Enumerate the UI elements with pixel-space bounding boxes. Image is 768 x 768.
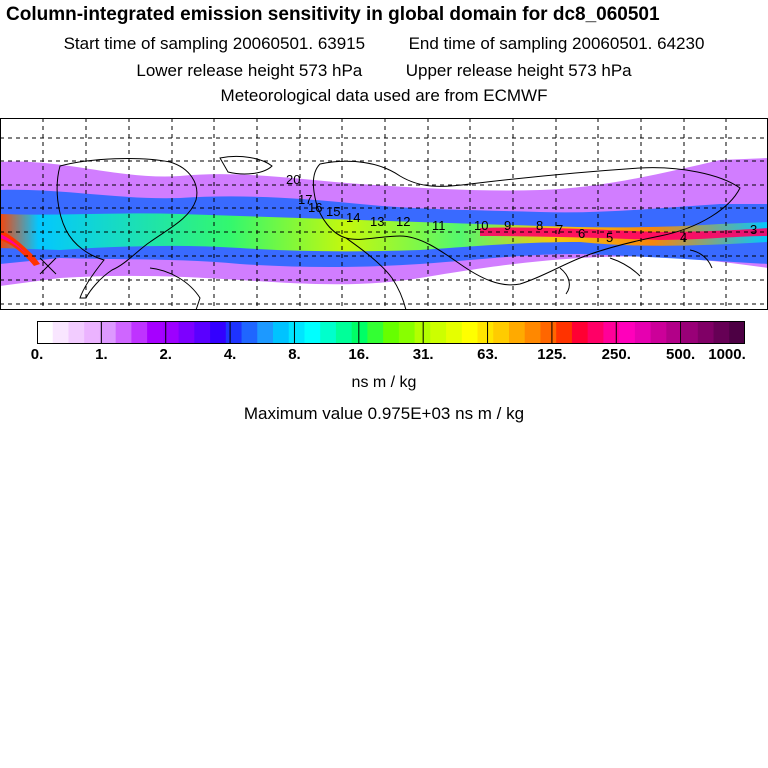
map-label: 9 [504,218,511,233]
maximum-label: Maximum value [243,404,363,423]
lat-lon-grid [0,118,768,310]
colorbar-swatch [540,321,557,344]
end-label: End time of sampling [408,34,568,53]
colorbar-tick-label: 31. [412,346,434,363]
colorbar-swatch [84,321,101,344]
trajectory-labels: 20 17 16 15 14 13 12 11 10 9 8 7 6 5 4 3 [286,172,757,245]
colorbar-swatch [52,321,70,344]
colorbar-swatch [509,321,526,344]
end-value: 20060501. 64230 [572,34,705,53]
colorbar-swatch [147,321,164,344]
colorbar-swatch [383,321,400,344]
map-label: 20 [286,172,300,187]
release-site-marker [39,257,57,275]
colorbar-swatch [697,321,715,344]
colorbar-swatch [493,321,510,344]
map-label: 6 [578,226,585,241]
colorbar-tick-label: 2. [159,346,172,363]
map-label: 13 [370,214,384,229]
colorbar-swatch [398,321,416,344]
colorbar-swatch [634,321,652,344]
colorbar-swatch [68,321,85,344]
colorbar-swatch [178,321,195,344]
release-heights: Lower release height 573 hPa Upper relea… [0,61,768,81]
map-label: 3 [750,222,757,237]
sampling-times: Start time of sampling 20060501. 63915 E… [0,34,768,54]
colorbar-swatch [351,321,368,344]
colorbar-swatch [477,321,494,344]
lower-label: Lower release height [136,61,295,80]
colorbar-tick-label: 1000. [708,346,746,363]
colorbar-swatch [729,321,745,344]
colorbar-swatch [288,321,306,344]
start-value: 20060501. 63915 [232,34,366,53]
colorbar-swatch [131,321,148,344]
maximum-value: Maximum value 0.975E+03 ns m / kg [0,404,768,424]
map-label: 12 [396,214,410,229]
colorbar-swatch [210,321,227,344]
map-label: 10 [474,218,488,233]
colorbar-swatch [682,321,699,344]
colorbar-swatch [603,321,620,344]
emission-sensitivity-map: 20 17 16 15 14 13 12 11 10 9 8 7 6 5 4 3 [0,118,768,310]
colorbar-tick-label: 250. [601,346,631,363]
colorbar-swatch [430,321,447,344]
map-label: 16 [308,200,322,215]
colorbar-swatch [273,321,290,344]
colorbar-tick-label: 1. [95,346,108,363]
colorbar-tick-label: 500. [666,346,696,363]
map-label: 4 [680,230,687,245]
plot-title: Column-integrated emission sensitivity i… [6,4,660,25]
colorbar-swatch [194,321,211,344]
colorbar-frame [37,321,745,344]
colorbar-swatch [666,321,683,344]
colorbar-swatch [461,321,479,344]
colorbar-swatch [713,321,730,344]
colorbar-tick-label: 8. [288,346,301,363]
colorbar-swatch [650,321,667,344]
colorbar-tick-label: 16. [348,346,370,363]
colorbar-swatch [320,321,337,344]
colorbar-swatch [115,321,132,344]
release-plume-core [0,234,34,262]
colorbar-swatch [556,321,573,344]
colorbar-units: ns m / kg [351,374,417,391]
maximum-number: 0.975E+03 [367,404,451,423]
maximum-units: ns m / kg [455,404,525,423]
colorbar-tick-label: 4. [223,346,237,363]
colorbar-tick-label: 125. [537,346,567,363]
map-label: 14 [346,210,360,225]
colorbar-tick-label: 63. [477,346,498,363]
upper-label: Upper release height [405,61,564,80]
colorbar-swatch [367,321,384,344]
colorbar-swatch [571,321,589,344]
met-data-note: Meteorological data used are from ECMWF [220,86,548,105]
colorbar-swatch [241,321,258,344]
colorbar-swatch [524,321,542,344]
colorbar-swatch [619,321,636,344]
map-label: 17 [298,192,312,207]
colorbar-swatch [257,321,274,344]
map-label: 7 [556,222,563,237]
colorbar-swatch [225,321,243,344]
colorbar-swatch [37,321,54,344]
map-label: 5 [606,230,613,245]
colorbar-swatch [587,321,604,344]
colorbar-swatch [99,321,117,344]
sensitivity-core [480,227,768,240]
colorbar-swatch [304,321,321,344]
map-label: 15 [326,204,340,219]
lower-value: 573 hPa [298,61,363,80]
map-label: 11 [432,218,446,233]
colorbar-tick-label: 0. [30,346,44,363]
map-label: 8 [536,218,543,233]
upper-value: 573 hPa [568,61,632,80]
colorbar [37,321,745,344]
colorbar-swatch [162,321,180,344]
colorbar-swatch [335,321,353,344]
colorbar-swatch [446,321,463,344]
start-label: Start time of sampling [63,34,228,53]
